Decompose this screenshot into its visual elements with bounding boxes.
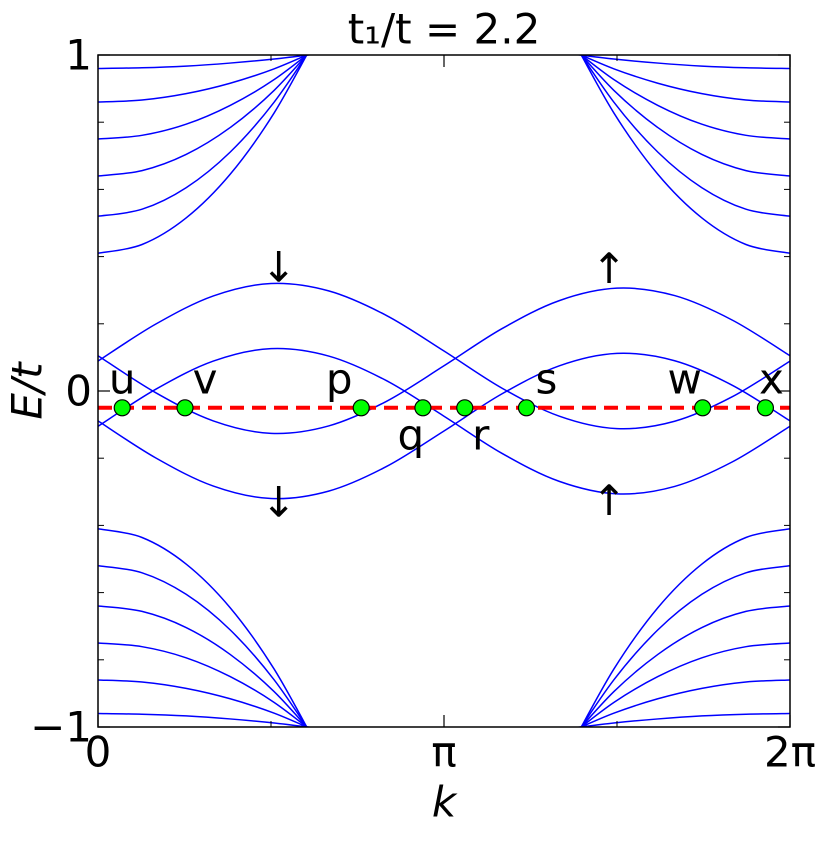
- band-line: [579, 55, 790, 103]
- band-line: [98, 55, 308, 218]
- band-line: [574, 712, 790, 727]
- band-line: [579, 679, 790, 727]
- band-line: [98, 642, 308, 727]
- marker: [113, 399, 131, 417]
- marker-label: s: [535, 354, 557, 403]
- band-line: [98, 55, 309, 103]
- annotation: ↑: [591, 476, 626, 525]
- band-line: [98, 55, 308, 254]
- y-tick-label: 0: [65, 367, 92, 416]
- marker-label: q: [398, 410, 425, 459]
- y-tick-label: 1: [65, 31, 92, 80]
- band-line: [580, 564, 790, 727]
- band-line: [574, 55, 790, 70]
- band-line: [98, 282, 790, 430]
- band-line: [98, 679, 309, 727]
- band-line: [580, 55, 790, 177]
- annotation: ↓: [261, 243, 296, 292]
- band-line: [98, 352, 790, 500]
- band-line: [98, 347, 790, 495]
- band-line: [98, 55, 308, 140]
- band-line: [98, 528, 308, 727]
- marker: [176, 399, 194, 417]
- marker-label: x: [759, 354, 784, 403]
- x-tick-label: 2π: [764, 728, 816, 777]
- band-line: [580, 55, 790, 218]
- marker: [694, 399, 712, 417]
- plot-area: [98, 55, 790, 727]
- y-tick-label: −1: [30, 703, 92, 752]
- marker-label: w: [667, 354, 701, 403]
- band-line: [98, 712, 314, 727]
- marker-label: p: [326, 354, 353, 403]
- annotation: ↓: [261, 478, 296, 527]
- marker-label: u: [109, 354, 136, 403]
- marker: [756, 399, 775, 417]
- band-line: [98, 564, 308, 727]
- band-line: [98, 287, 790, 435]
- marker: [456, 399, 474, 417]
- marker: [352, 399, 370, 417]
- annotation: ↑: [591, 244, 626, 293]
- band-line: [98, 55, 308, 177]
- band-line: [580, 642, 790, 727]
- chart-title: t₁/t = 2.2: [348, 5, 541, 54]
- band-line: [580, 55, 790, 140]
- band-line: [98, 55, 314, 70]
- band-line: [580, 605, 790, 727]
- y-axis-label: E/t: [3, 361, 52, 420]
- x-axis-label: k: [432, 778, 458, 827]
- marker-label: r: [472, 410, 490, 459]
- marker-label: v: [193, 354, 218, 403]
- marker: [414, 399, 432, 417]
- marker: [517, 399, 536, 417]
- x-tick-label: 0: [85, 728, 112, 777]
- band-line: [580, 528, 790, 727]
- x-tick-label: π: [431, 728, 456, 777]
- band-line: [580, 55, 790, 254]
- band-line: [98, 605, 308, 727]
